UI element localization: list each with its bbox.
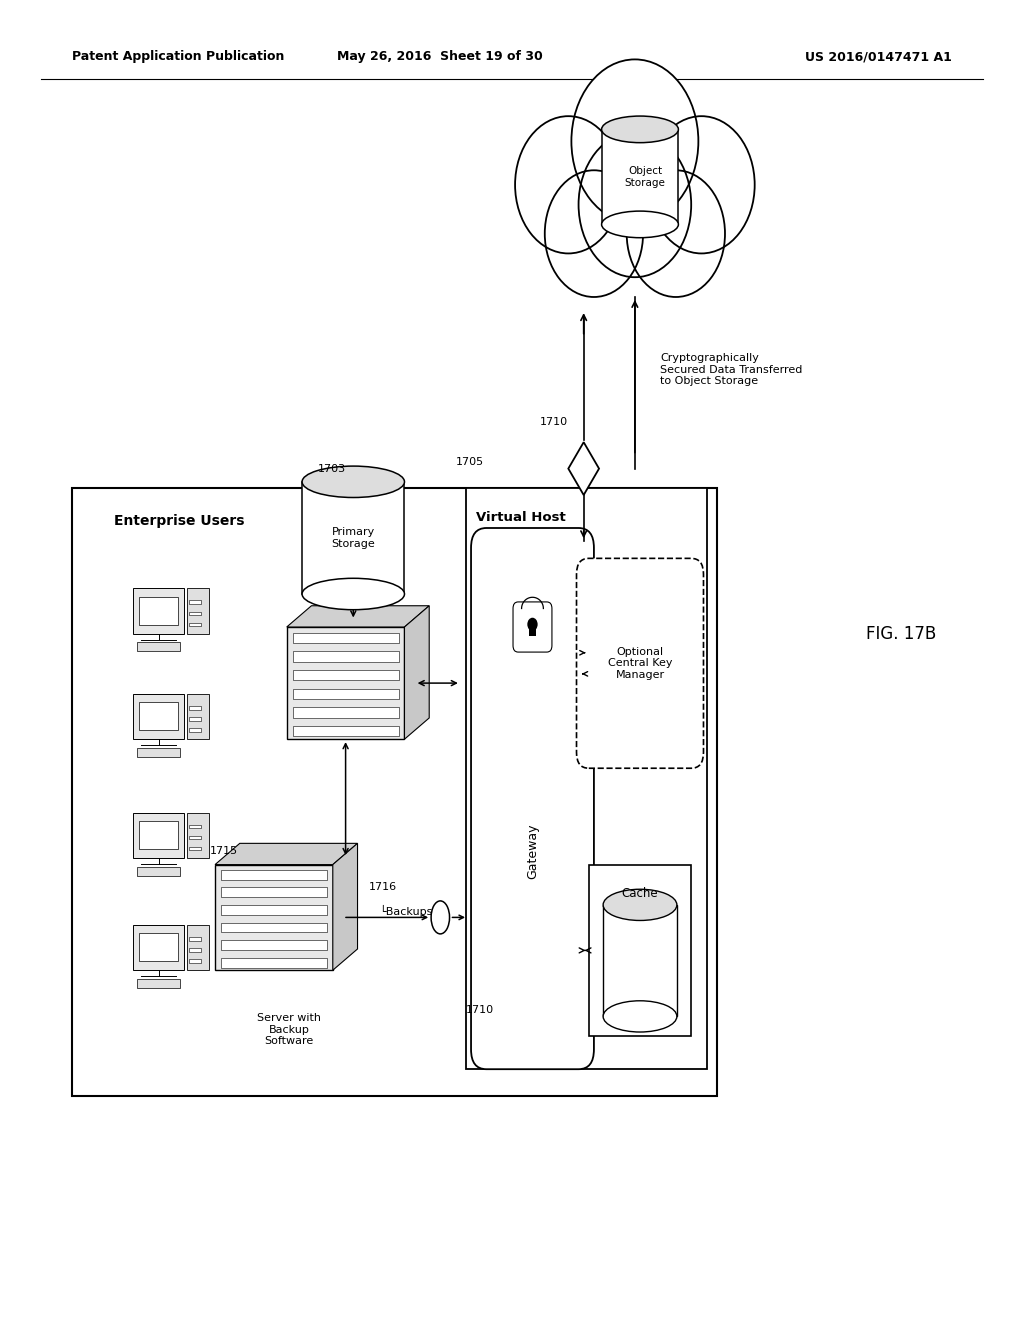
Bar — [133, 589, 184, 634]
Text: Cache: Cache — [622, 887, 658, 900]
Ellipse shape — [302, 578, 404, 610]
Polygon shape — [287, 606, 429, 627]
Bar — [589, 865, 691, 1036]
Text: 1703: 1703 — [317, 463, 345, 474]
Text: US 2016/0147471 A1: US 2016/0147471 A1 — [806, 50, 952, 63]
Bar — [221, 870, 327, 879]
Text: 1715: 1715 — [210, 846, 238, 857]
Circle shape — [515, 116, 622, 253]
Bar — [189, 611, 201, 615]
Bar — [293, 671, 398, 680]
Ellipse shape — [602, 211, 679, 238]
Circle shape — [527, 618, 538, 631]
Bar — [466, 488, 707, 1069]
Bar — [137, 642, 180, 651]
FancyBboxPatch shape — [471, 528, 594, 1069]
Text: Object
Storage: Object Storage — [625, 166, 666, 187]
Text: Patent Application Publication: Patent Application Publication — [72, 50, 284, 63]
Bar — [603, 906, 677, 1016]
Polygon shape — [333, 843, 357, 970]
Bar — [189, 717, 201, 721]
Text: 1710: 1710 — [466, 1005, 494, 1015]
Circle shape — [627, 170, 725, 297]
Polygon shape — [215, 843, 357, 865]
Bar — [287, 627, 404, 739]
Ellipse shape — [603, 1001, 677, 1032]
Bar — [189, 836, 201, 840]
Text: Virtual Host: Virtual Host — [476, 511, 566, 524]
Bar — [215, 865, 333, 970]
Ellipse shape — [302, 466, 404, 498]
Bar — [189, 623, 201, 626]
Bar — [139, 821, 178, 849]
Bar — [137, 866, 180, 875]
Bar — [529, 628, 536, 636]
Bar — [187, 589, 209, 634]
Circle shape — [571, 59, 698, 223]
Ellipse shape — [602, 116, 679, 143]
Text: 1716: 1716 — [369, 882, 396, 892]
Bar — [133, 694, 184, 739]
Text: Cryptographically
Secured Data Transferred
to Object Storage: Cryptographically Secured Data Transferr… — [660, 352, 803, 387]
Bar — [139, 597, 178, 624]
Bar — [133, 813, 184, 858]
Bar — [187, 694, 209, 739]
FancyBboxPatch shape — [577, 558, 703, 768]
Bar — [293, 708, 398, 718]
Bar — [187, 813, 209, 858]
FancyBboxPatch shape — [513, 602, 552, 652]
Text: Primary
Storage: Primary Storage — [332, 527, 375, 549]
Bar — [189, 960, 201, 962]
Bar — [293, 651, 398, 661]
Text: └Backups: └Backups — [379, 904, 432, 917]
Text: Server with
Backup
Software: Server with Backup Software — [257, 1012, 322, 1047]
Text: May 26, 2016  Sheet 19 of 30: May 26, 2016 Sheet 19 of 30 — [338, 50, 543, 63]
Bar — [221, 906, 327, 915]
Bar — [189, 729, 201, 731]
Bar — [189, 948, 201, 952]
Ellipse shape — [431, 902, 450, 935]
Bar — [293, 632, 398, 643]
Circle shape — [579, 132, 691, 277]
Circle shape — [648, 116, 755, 253]
Polygon shape — [404, 606, 429, 739]
Bar — [221, 958, 327, 968]
Bar — [189, 706, 201, 710]
Text: Optional
Central Key
Manager: Optional Central Key Manager — [608, 647, 672, 680]
Bar — [137, 747, 180, 756]
Bar — [302, 482, 404, 594]
Circle shape — [545, 170, 643, 297]
Bar — [189, 601, 201, 605]
Text: 1710: 1710 — [540, 417, 567, 428]
Text: 1705: 1705 — [456, 457, 483, 467]
Bar — [137, 978, 180, 987]
Bar — [221, 887, 327, 898]
Ellipse shape — [603, 890, 677, 920]
Bar — [139, 702, 178, 730]
Polygon shape — [568, 442, 599, 495]
Bar — [189, 825, 201, 829]
Bar — [133, 925, 184, 970]
Bar — [189, 847, 201, 850]
Bar — [189, 937, 201, 941]
Bar — [187, 925, 209, 970]
Bar — [221, 940, 327, 950]
Bar — [602, 129, 678, 224]
Text: Gateway: Gateway — [526, 824, 539, 879]
Bar — [139, 933, 178, 961]
Bar — [293, 726, 398, 737]
Bar — [221, 923, 327, 932]
Bar — [293, 689, 398, 700]
Bar — [72, 488, 717, 1096]
Text: FIG. 17B: FIG. 17B — [866, 624, 936, 643]
Text: Enterprise Users: Enterprise Users — [114, 515, 245, 528]
